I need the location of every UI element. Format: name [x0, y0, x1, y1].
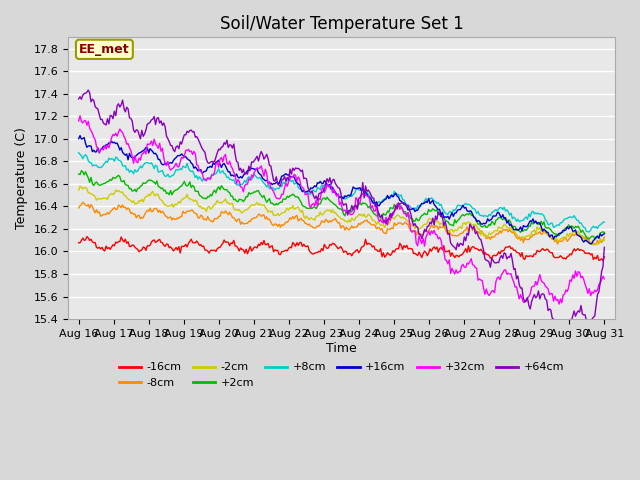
+2cm — [584, 236, 592, 242]
-2cm — [588, 241, 596, 247]
+16cm — [94, 145, 102, 151]
-8cm — [451, 232, 459, 238]
+8cm — [598, 221, 605, 227]
+64cm — [556, 331, 563, 337]
-8cm — [591, 242, 598, 248]
X-axis label: Time: Time — [326, 342, 357, 355]
-8cm — [529, 232, 537, 238]
Line: +64cm: +64cm — [79, 90, 604, 334]
-2cm — [75, 187, 83, 193]
Line: +8cm: +8cm — [79, 153, 604, 232]
+64cm — [529, 295, 537, 300]
+64cm — [347, 208, 355, 214]
+64cm — [600, 244, 608, 250]
+64cm — [451, 245, 459, 251]
-16cm — [529, 254, 537, 260]
+8cm — [109, 156, 117, 162]
-16cm — [75, 240, 83, 246]
-8cm — [75, 205, 83, 211]
+64cm — [111, 108, 118, 114]
-8cm — [111, 205, 118, 211]
+2cm — [451, 217, 459, 223]
+32cm — [529, 283, 537, 289]
+32cm — [347, 212, 355, 218]
+32cm — [75, 118, 83, 124]
-8cm — [599, 238, 607, 243]
+16cm — [111, 139, 118, 145]
+2cm — [94, 181, 102, 187]
+32cm — [556, 301, 563, 307]
+16cm — [587, 241, 595, 247]
+16cm — [76, 133, 84, 139]
+16cm — [599, 232, 607, 238]
+16cm — [75, 136, 83, 142]
+8cm — [600, 219, 608, 225]
-2cm — [599, 237, 607, 243]
-2cm — [94, 196, 102, 202]
-2cm — [76, 183, 84, 189]
-16cm — [451, 255, 459, 261]
-16cm — [83, 234, 91, 240]
+32cm — [451, 271, 459, 277]
+32cm — [600, 276, 608, 282]
+8cm — [528, 209, 536, 215]
+16cm — [347, 193, 355, 199]
+16cm — [451, 210, 459, 216]
+8cm — [75, 150, 83, 156]
+8cm — [449, 207, 457, 213]
Line: -8cm: -8cm — [79, 202, 604, 245]
Line: +2cm: +2cm — [79, 171, 604, 239]
Y-axis label: Temperature (C): Temperature (C) — [15, 127, 28, 229]
Legend: -16cm, -8cm, -2cm, +2cm, +8cm, +16cm, +32cm, +64cm: -16cm, -8cm, -2cm, +2cm, +8cm, +16cm, +3… — [115, 358, 569, 392]
+64cm — [94, 106, 102, 112]
-8cm — [94, 210, 102, 216]
Line: -16cm: -16cm — [79, 237, 604, 261]
Line: +16cm: +16cm — [79, 136, 604, 244]
+2cm — [600, 229, 608, 235]
Line: +32cm: +32cm — [79, 116, 604, 304]
+2cm — [347, 209, 355, 215]
+8cm — [93, 162, 100, 168]
+32cm — [76, 113, 84, 119]
+2cm — [111, 175, 118, 181]
-2cm — [111, 191, 118, 196]
+8cm — [345, 194, 353, 200]
-2cm — [347, 219, 355, 225]
-2cm — [529, 228, 537, 234]
-16cm — [347, 251, 355, 257]
-16cm — [94, 245, 102, 251]
-16cm — [600, 254, 608, 260]
+64cm — [75, 96, 83, 102]
-2cm — [451, 227, 459, 233]
Line: -2cm: -2cm — [79, 186, 604, 244]
-16cm — [599, 258, 607, 264]
+2cm — [599, 229, 607, 235]
+32cm — [94, 146, 102, 152]
Text: EE_met: EE_met — [79, 43, 130, 56]
+64cm — [599, 264, 607, 270]
-8cm — [600, 234, 608, 240]
+8cm — [586, 229, 593, 235]
-2cm — [600, 238, 608, 243]
+2cm — [75, 171, 83, 177]
-8cm — [347, 226, 355, 231]
+32cm — [599, 273, 607, 279]
-8cm — [79, 199, 86, 205]
Title: Soil/Water Temperature Set 1: Soil/Water Temperature Set 1 — [220, 15, 463, 33]
+64cm — [84, 87, 92, 93]
+16cm — [600, 231, 608, 237]
-16cm — [598, 256, 605, 262]
-16cm — [111, 243, 118, 249]
+16cm — [529, 216, 537, 222]
+32cm — [111, 132, 118, 138]
+2cm — [77, 168, 85, 174]
+2cm — [529, 221, 537, 227]
